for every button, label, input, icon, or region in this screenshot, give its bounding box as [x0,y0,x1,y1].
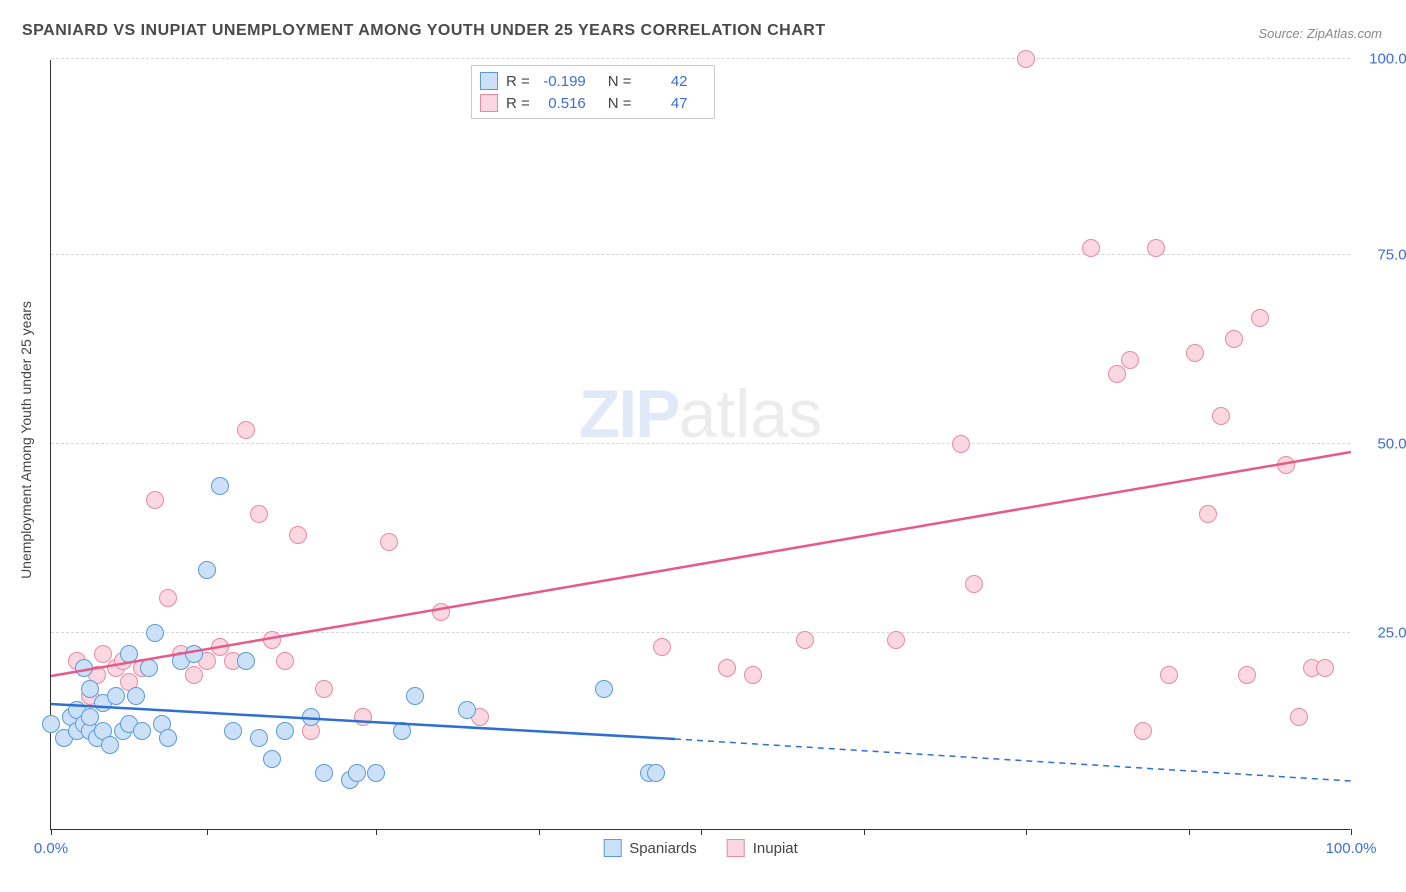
chart-title: SPANIARD VS INUPIAT UNEMPLOYMENT AMONG Y… [22,22,826,40]
x-tick-label: 0.0% [34,840,68,857]
legend-swatch-inupiat [727,839,745,857]
legend-item-spaniards: Spaniards [603,839,697,857]
gridline [51,58,1350,59]
series-legend: Spaniards Inupiat [603,839,798,857]
legend-item-inupiat: Inupiat [727,839,798,857]
y-axis-label: Unemployment Among Youth under 25 years [18,301,34,579]
scatter-plot: ZIPatlas R = -0.199 N = 42 R = 0.516 N =… [50,60,1350,830]
legend-swatch-spaniards [603,839,621,857]
x-tick [1351,829,1352,835]
trend-lines [51,60,1351,830]
x-tick-label: 100.0% [1326,840,1377,857]
y-tick-label: 25.0% [1377,625,1406,642]
y-tick-label: 100.0% [1369,51,1406,68]
legend-label-spaniards: Spaniards [629,840,697,857]
legend-label-inupiat: Inupiat [753,840,798,857]
y-tick-label: 50.0% [1377,436,1406,453]
source-attribution: Source: ZipAtlas.com [1258,26,1382,41]
y-tick-label: 75.0% [1377,247,1406,264]
